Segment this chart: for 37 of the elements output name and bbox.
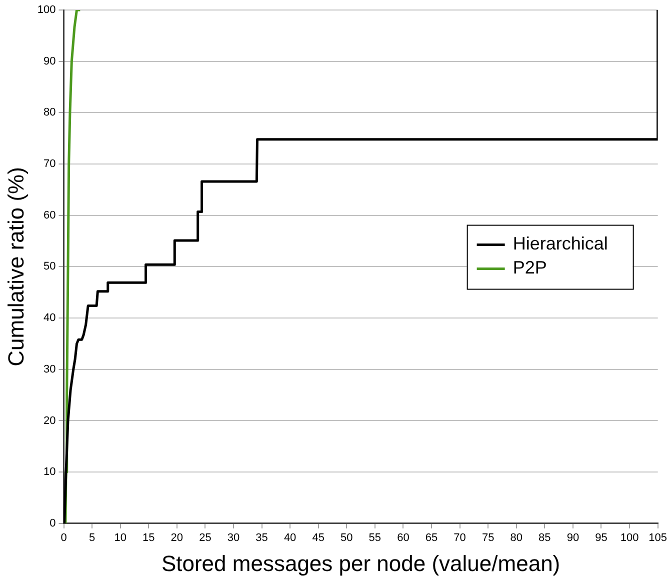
y-tick-label: 80 — [44, 106, 56, 119]
y-tick-label: 0 — [50, 517, 56, 530]
y-axis-title: Cumulative ratio (%) — [3, 167, 28, 366]
x-tick-label: 50 — [340, 532, 353, 544]
x-tick-label: 20 — [170, 532, 184, 544]
y-tick-label: 40 — [44, 312, 56, 324]
legend-label: Hierarchical — [512, 234, 608, 254]
x-tick-label: 100 — [620, 532, 639, 544]
y-tick-label: 20 — [44, 414, 56, 427]
x-tick-label: 35 — [256, 532, 268, 544]
x-axis-title: Stored messages per node (value/mean) — [161, 550, 560, 576]
x-tick-label: 45 — [312, 532, 324, 544]
x-tick-label: 5 — [88, 532, 96, 544]
y-tick-label: 30 — [44, 363, 56, 376]
x-tick-label: 30 — [227, 532, 240, 544]
x-tick-label: 80 — [510, 532, 523, 544]
y-tick-label: 100 — [37, 4, 56, 16]
x-tick-label: 85 — [538, 532, 551, 544]
y-tick-label: 90 — [44, 55, 56, 68]
legend-label: P2P — [512, 258, 547, 278]
x-tick-label: 0 — [60, 532, 67, 544]
x-tick-label: 25 — [199, 532, 212, 544]
x-tick-label: 15 — [142, 532, 155, 544]
x-tick-label: 65 — [425, 532, 438, 544]
x-tick-label: 90 — [566, 532, 580, 544]
x-tick-label: 55 — [368, 532, 382, 544]
y-tick-label: 10 — [44, 466, 56, 478]
y-tick-label: 70 — [44, 158, 56, 170]
x-tick-label: 95 — [595, 532, 608, 544]
y-tick-label: 50 — [44, 260, 56, 273]
x-tick-label: 10 — [114, 532, 126, 544]
x-tick-label: 75 — [482, 532, 494, 544]
x-tick-label: 70 — [454, 532, 466, 544]
x-tick-label: 60 — [397, 532, 410, 544]
y-tick-label: 60 — [44, 209, 56, 222]
x-tick-label: 40 — [284, 532, 296, 544]
x-tick-label: 105 — [648, 532, 668, 544]
